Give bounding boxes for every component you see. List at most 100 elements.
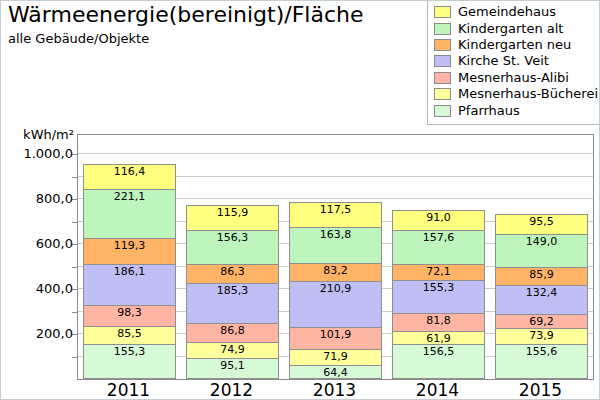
bar-segment-value: 85,9: [496, 268, 587, 281]
bar-segment: 155,3: [392, 280, 485, 315]
bar-segment-value: 86,3: [187, 265, 278, 278]
y-tick-label: 400,0: [1, 282, 73, 296]
bar-segment: 61,9: [392, 331, 485, 345]
stacked-bar-2015: 95,5 149,0 85,9 132,4 69,273,9 155,6: [495, 214, 588, 379]
bar-segment-value: 156,3: [187, 231, 278, 244]
bar-segment: 74,9: [186, 342, 279, 359]
bar-segment: 101,9: [289, 327, 382, 350]
bar-segment-value: 98,3: [84, 306, 175, 319]
legend-swatch-icon: [434, 88, 451, 100]
x-axis-label: 2013: [283, 381, 387, 399]
bar-segment: 86,3: [186, 264, 279, 283]
legend-item: Mesnerhaus-Bücherei: [434, 86, 600, 102]
bar-segment-value: 185,3: [187, 284, 278, 297]
legend-swatch-icon: [434, 23, 451, 35]
y-axis-unit-label: kWh/m²: [1, 127, 74, 142]
bar-segment: 156,3: [186, 230, 279, 265]
chart-window: Wärmeenergie(bereinigt)/Fläche alle Gebä…: [0, 0, 600, 400]
legend-item: Kindergarten alt: [434, 20, 600, 36]
bar-segment: 149,0: [495, 234, 588, 268]
bar-segment-value: 186,1: [84, 265, 175, 278]
bar-segment: 210,9: [289, 281, 382, 328]
legend: Gemeindehaus Kindergarten alt Kindergarten…: [427, 0, 600, 125]
bar-segment-value: 85,5: [84, 327, 175, 340]
bar-segment: 85,5: [83, 326, 176, 345]
bar-segment-value: 132,4: [496, 286, 587, 299]
bar-segment-value: 83,2: [290, 264, 381, 277]
legend-item-label: Pfarrhaus: [451, 104, 520, 118]
legend-item: Pfarrhaus: [434, 102, 600, 118]
bar-segment-value: 149,0: [496, 235, 587, 248]
bar-segment: 85,9: [495, 267, 588, 286]
legend-swatch-icon: [434, 6, 451, 18]
legend-item-label: Mesnerhaus-Bücherei: [451, 87, 598, 101]
y-tick-label: 1.000,0: [1, 147, 73, 161]
bar-segment-value: 119,3: [84, 239, 175, 252]
stacked-bar-2011: 116,4 221,1 119,3 186,1 98,3 85,5 155,3: [83, 164, 176, 379]
bar-segment: 72,1: [392, 264, 485, 280]
bar-segment: 221,1: [83, 189, 176, 239]
bar-segment-value: 116,4: [84, 165, 175, 178]
bar-segment-value: 115,9: [187, 206, 278, 219]
y-tick-label: 600,0: [1, 237, 73, 251]
bar-segment: 71,9: [289, 349, 382, 365]
bar-segment: 98,3: [83, 305, 176, 327]
bar-segment: 116,4: [83, 164, 176, 190]
bar-segment: 163,8: [289, 227, 382, 264]
stacked-bar-2012: 115,9 156,3 86,3 185,3 86,8 74,9 95,1: [186, 205, 279, 379]
legend-item-label: Gemeindehaus: [451, 5, 556, 19]
bar-segment: 69,2: [495, 314, 588, 330]
bar-segment-value: 86,8: [187, 324, 278, 337]
legend-item: Gemeindehaus: [434, 4, 600, 20]
bar-segment-value: 72,1: [393, 265, 484, 278]
bar-segment-value: 163,8: [290, 228, 381, 241]
legend-item: Mesnerhaus-Alibi: [434, 70, 600, 86]
bar-segment-value: 157,6: [393, 231, 484, 244]
legend-item-label: Kirche St. Veit: [451, 54, 549, 68]
x-axis-label: 2012: [180, 381, 284, 399]
page-subtitle: alle Gebäude/Objekte: [8, 31, 149, 46]
bar-segment: 132,4: [495, 285, 588, 315]
legend-swatch-icon: [434, 55, 451, 67]
stacked-bar-2014: 91,0 157,6 72,1 155,381,8 61,9156,5: [392, 210, 485, 379]
bar-segment-value: 210,9: [290, 282, 381, 295]
gridline: [78, 153, 593, 154]
bar-segment-value: 101,9: [290, 328, 381, 341]
bar-segment-value: 95,5: [496, 215, 587, 228]
bar-segment-value: 95,1: [187, 359, 278, 372]
plot-area: 116,4 221,1 119,3 186,1 98,3 85,5 155,3 115,9 15…: [77, 134, 594, 380]
bar-segment-value: 117,5: [290, 203, 381, 216]
bar-segment-value: 74,9: [187, 343, 278, 356]
bar-segment: 95,1: [186, 358, 279, 379]
page-title: Wärmeenergie(bereinigt)/Fläche: [8, 2, 364, 28]
legend-item-label: Mesnerhaus-Alibi: [451, 71, 569, 85]
bar-segment-value: 221,1: [84, 190, 175, 203]
x-axis-label: 2011: [77, 381, 181, 399]
bar-segment: 83,2: [289, 263, 382, 282]
legend-item-label: Kindergarten neu: [451, 38, 571, 52]
y-tick-label: 800,0: [1, 192, 73, 206]
bar-segment: 95,5: [495, 214, 588, 235]
bar-segment: 157,6: [392, 230, 485, 265]
bar-segment-value: 81,8: [393, 314, 484, 327]
bar-segment: 86,8: [186, 323, 279, 343]
bar-segment-value: 155,6: [496, 345, 587, 358]
stacked-bar-2013: 117,5163,883,2210,9101,971,964,4: [289, 202, 382, 379]
bar-segment: 91,0: [392, 210, 485, 230]
legend-swatch-icon: [434, 72, 451, 84]
bar-segment: 156,5: [392, 344, 485, 379]
legend-swatch-icon: [434, 105, 451, 117]
bar-segment-value: 71,9: [290, 350, 381, 363]
bar-segment-value: 69,2: [496, 315, 587, 328]
bar-segment: 185,3: [186, 283, 279, 325]
bar-segment-value: 155,3: [84, 345, 175, 358]
legend-item-label: Kindergarten alt: [451, 22, 563, 36]
x-axis-label: 2014: [386, 381, 490, 399]
bar-segment-value: 91,0: [393, 211, 484, 224]
bar-segment: 155,6: [495, 344, 588, 379]
x-axis-label: 2015: [489, 381, 593, 399]
bar-segment: 115,9: [186, 205, 279, 231]
bar-segment: 186,1: [83, 264, 176, 306]
legend-item: Kirche St. Veit: [434, 53, 600, 69]
bar-segment-value: 73,9: [496, 329, 587, 342]
